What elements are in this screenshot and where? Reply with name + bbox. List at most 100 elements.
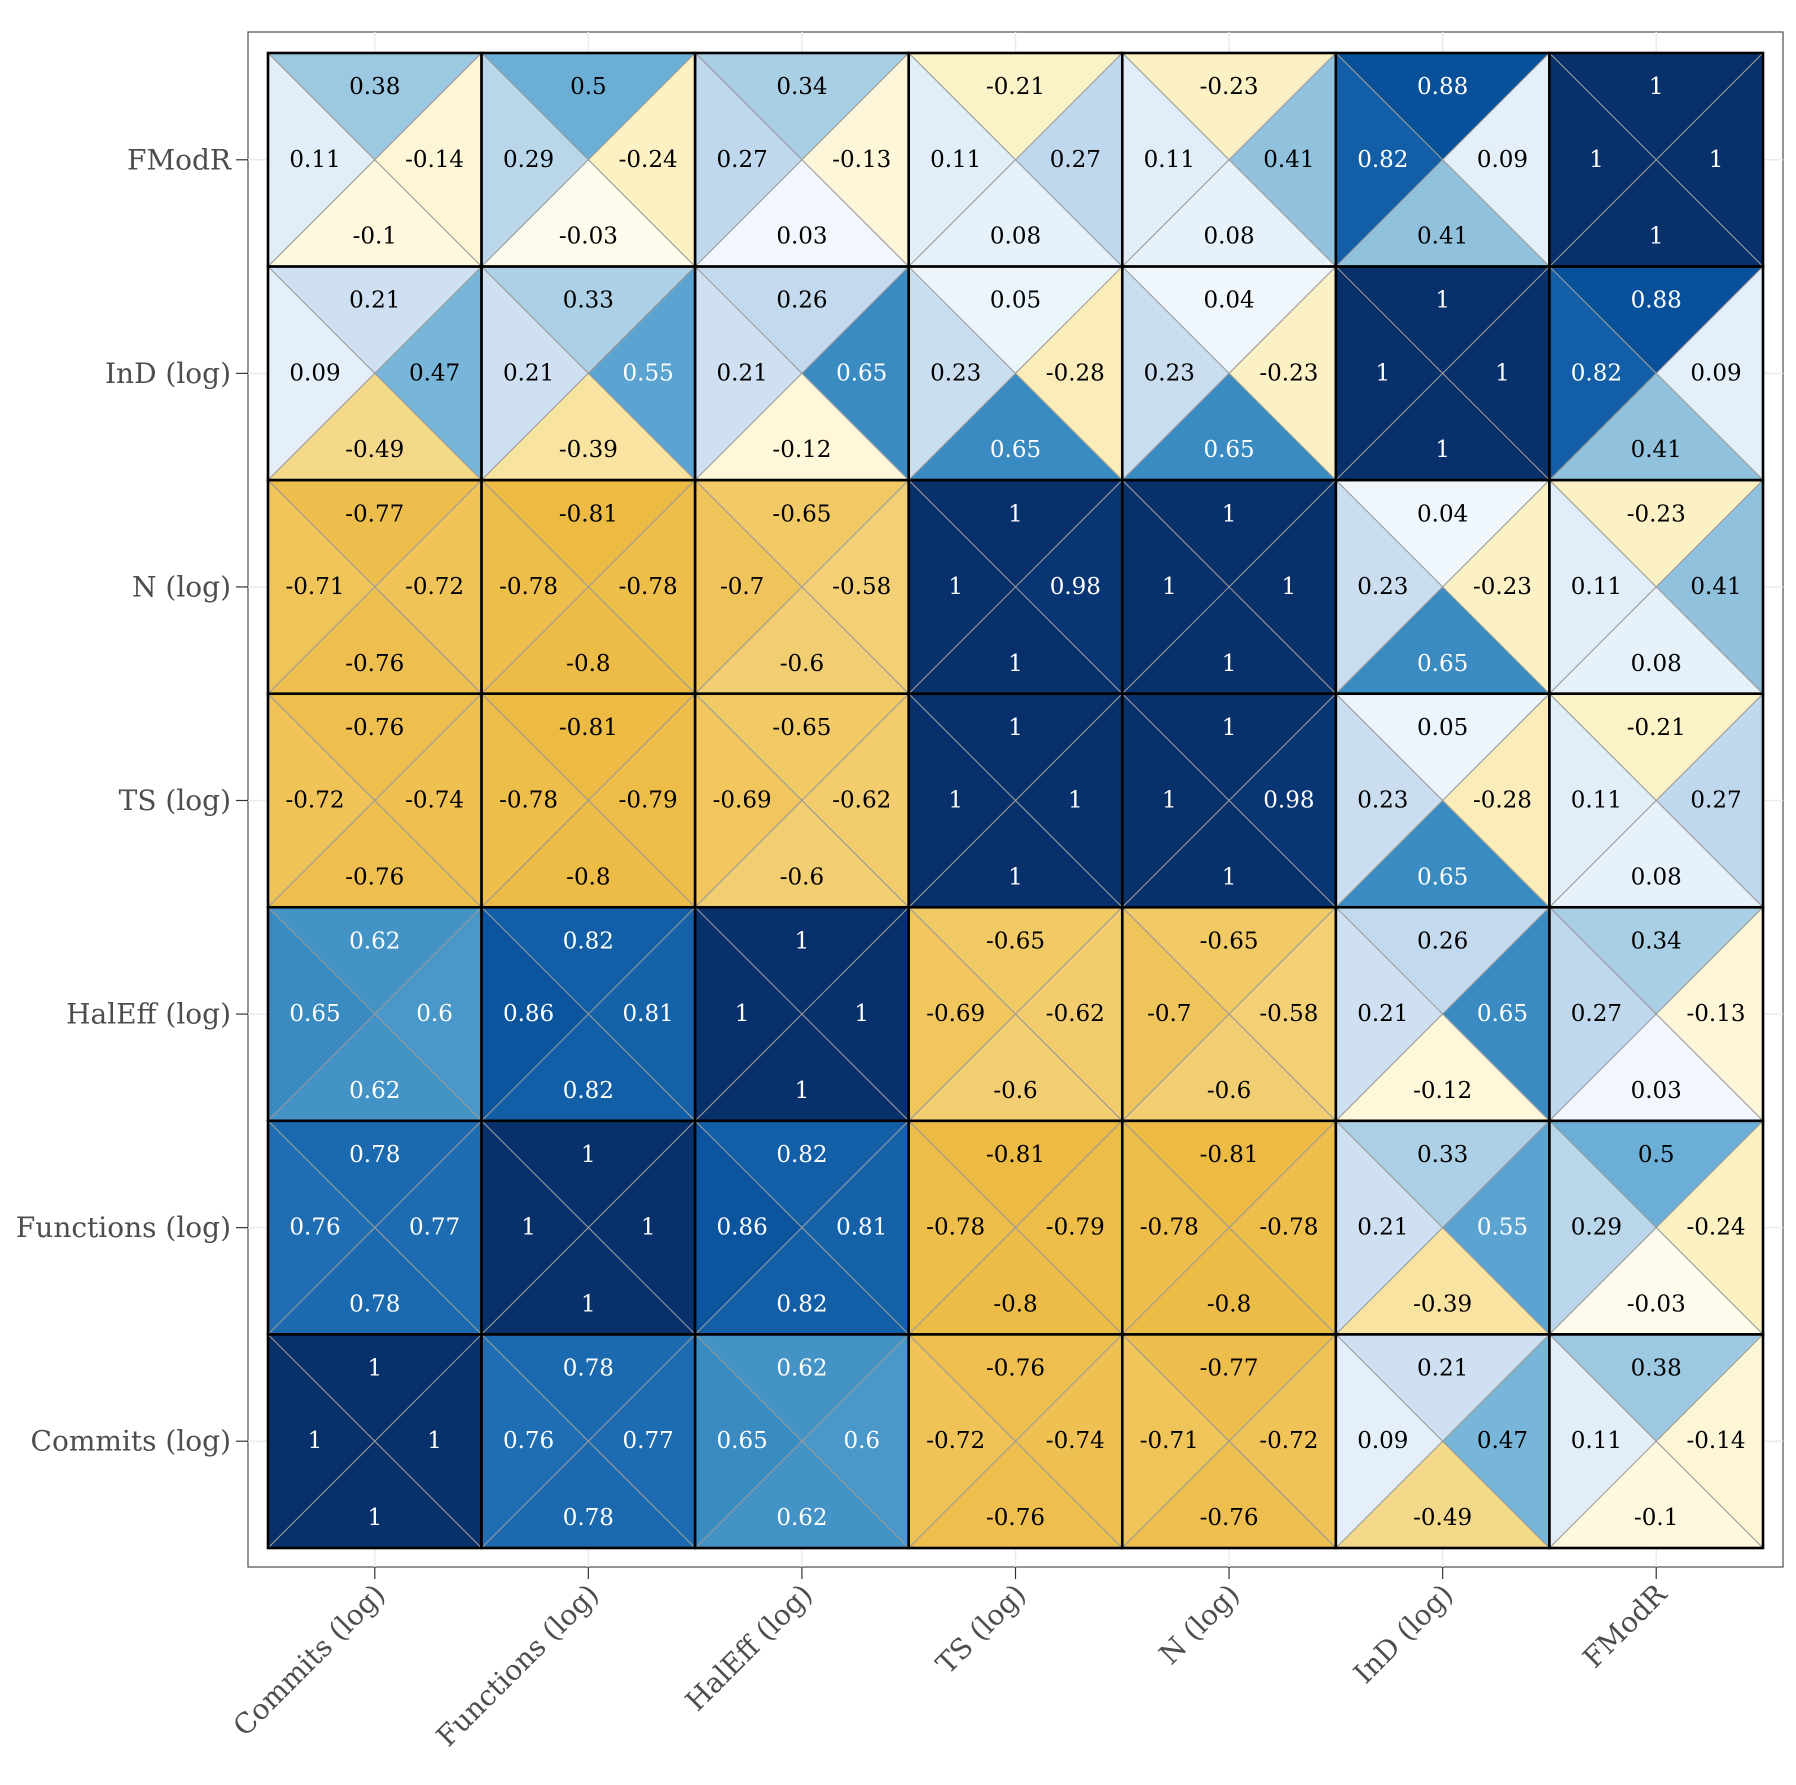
value-label-top: 1 [1008,715,1023,741]
value-label-left: 0.11 [1571,788,1622,814]
value-label-top: 0.33 [1417,1142,1468,1168]
value-label-bottom: -0.76 [1200,1505,1259,1531]
value-label-right: -0.24 [1687,1215,1746,1241]
value-label-left: 1 [308,1428,323,1454]
value-label-left: 0.76 [289,1215,340,1241]
value-label-bottom: 0.03 [776,224,827,250]
value-label-bottom: -0.6 [780,651,824,677]
value-label-bottom: -0.49 [1413,1505,1472,1531]
value-label-right: 1 [1709,147,1724,173]
value-label-top: -0.23 [1200,74,1259,100]
value-label-right: 1 [1068,788,1083,814]
value-label-top: 0.05 [1417,715,1468,741]
value-label-right: 0.98 [1263,788,1314,814]
value-label-right: -0.79 [619,788,678,814]
value-label-top: 1 [581,1142,596,1168]
value-label-left: 1 [521,1215,536,1241]
heatmap-cell: 0.5 0.29 -0.24 -0.03 [480,51,697,268]
heatmap-cell: 0.88 0.82 0.09 0.41 [1334,51,1551,268]
value-label-top: 1 [1008,501,1023,527]
value-label-right: -0.79 [1046,1215,1105,1241]
value-label-left: 0.65 [289,1001,340,1027]
value-label-bottom: -0.6 [993,1078,1037,1104]
value-label-top: 0.88 [1631,288,1682,314]
value-label-right: -0.24 [619,147,678,173]
y-tick-label: HalEff (log) [66,998,231,1031]
value-label-right: 0.6 [416,1001,453,1027]
value-label-left: 0.11 [930,147,981,173]
value-label-top: 0.05 [990,288,1041,314]
value-label-bottom: -0.6 [1207,1078,1251,1104]
value-label-top: -0.65 [986,928,1045,954]
value-label-top: 1 [1222,501,1237,527]
value-label-bottom: -0.8 [1207,1292,1251,1318]
value-label-right: 0.41 [1263,147,1314,173]
heatmap-cell: 0.04 0.23 -0.23 0.65 [1334,478,1551,696]
value-label-bottom: -0.12 [772,437,831,463]
value-label-bottom: 0.62 [776,1505,827,1531]
heatmap-cell: 0.21 0.09 0.47 -0.49 [1334,1333,1551,1550]
value-label-top: 0.38 [349,74,400,100]
value-label-left: 0.86 [503,1001,554,1027]
value-label-right: -0.78 [619,574,678,600]
value-label-top: 0.34 [1631,928,1682,954]
heatmap-cell: 0.62 0.65 0.6 0.62 [266,905,483,1123]
value-label-left: 1 [1162,574,1177,600]
value-label-left: -0.78 [926,1215,985,1241]
heatmap-cell: -0.21 0.11 0.27 0.08 [1548,692,1765,909]
value-label-left: 0.23 [1144,360,1195,386]
value-label-top: 0.26 [776,288,827,314]
value-label-right: 0.55 [623,360,674,386]
heatmap-cell: -0.65 -0.69 -0.62 -0.6 [907,905,1124,1123]
value-label-top: 0.21 [349,288,400,314]
value-label-top: -0.23 [1627,501,1686,527]
value-label-top: 0.21 [1417,1356,1468,1382]
heatmap-cell: -0.23 0.11 0.41 0.08 [1120,51,1338,268]
value-label-top: -0.77 [345,501,404,527]
value-label-right: 0.09 [1690,360,1741,386]
value-label-top: 0.26 [1417,928,1468,954]
heatmap-cell: -0.21 0.11 0.27 0.08 [907,51,1124,268]
heatmap-cell: -0.65 -0.7 -0.58 -0.6 [1120,905,1338,1123]
value-label-bottom: 1 [1222,651,1237,677]
value-label-left: 0.76 [503,1428,554,1454]
heatmap-cell: 1 1 0.98 1 [1120,692,1338,909]
value-label-top: 0.82 [563,928,614,954]
value-label-right: 1 [427,1428,442,1454]
value-label-right: 0.77 [409,1215,460,1241]
value-label-left: 0.11 [1571,574,1622,600]
value-label-right: 0.81 [836,1215,887,1241]
value-label-bottom: -0.8 [993,1292,1037,1318]
value-label-right: -0.23 [1473,574,1532,600]
value-label-top: 0.5 [570,74,607,100]
heatmap-cell: 0.38 0.11 -0.14 -0.1 [266,51,483,268]
value-label-top: 1 [795,928,810,954]
value-label-bottom: 0.82 [776,1292,827,1318]
value-label-left: -0.69 [713,788,772,814]
value-label-top: -0.81 [1200,1142,1259,1168]
value-label-bottom: 1 [1008,651,1023,677]
value-label-right: -0.72 [405,574,464,600]
value-label-top: 0.62 [776,1356,827,1382]
value-label-left: 0.11 [1144,147,1195,173]
value-label-top: 1 [1435,288,1450,314]
heatmap-cell: 0.04 0.23 -0.23 0.65 [1120,265,1338,482]
cell-border [1548,1333,1765,1550]
y-tick-label: Commits (log) [31,1425,231,1458]
heatmap-cell: 0.26 0.21 0.65 -0.12 [1334,905,1551,1123]
heatmap-cell: 0.82 0.86 0.81 0.82 [693,1119,911,1336]
heatmap-cell: 1 1 1 1 [1548,51,1765,268]
x-tick-label: Commits (log) [227,1578,392,1743]
value-label-top: -0.21 [1627,715,1686,741]
value-label-bottom: 1 [1008,864,1023,890]
value-label-bottom: -0.8 [566,864,610,890]
value-label-top: 0.78 [349,1142,400,1168]
y-tick-label: Functions (log) [16,1211,231,1244]
y-tick-label: N (log) [132,570,231,603]
value-label-top: -0.77 [1200,1356,1259,1382]
value-label-right: 0.27 [1690,788,1741,814]
heatmap-cell: -0.65 -0.7 -0.58 -0.6 [693,478,911,696]
value-label-top: 1 [1222,715,1237,741]
value-label-left: -0.7 [1147,1001,1191,1027]
heatmap-cell: 0.78 0.76 0.77 0.78 [266,1119,483,1336]
